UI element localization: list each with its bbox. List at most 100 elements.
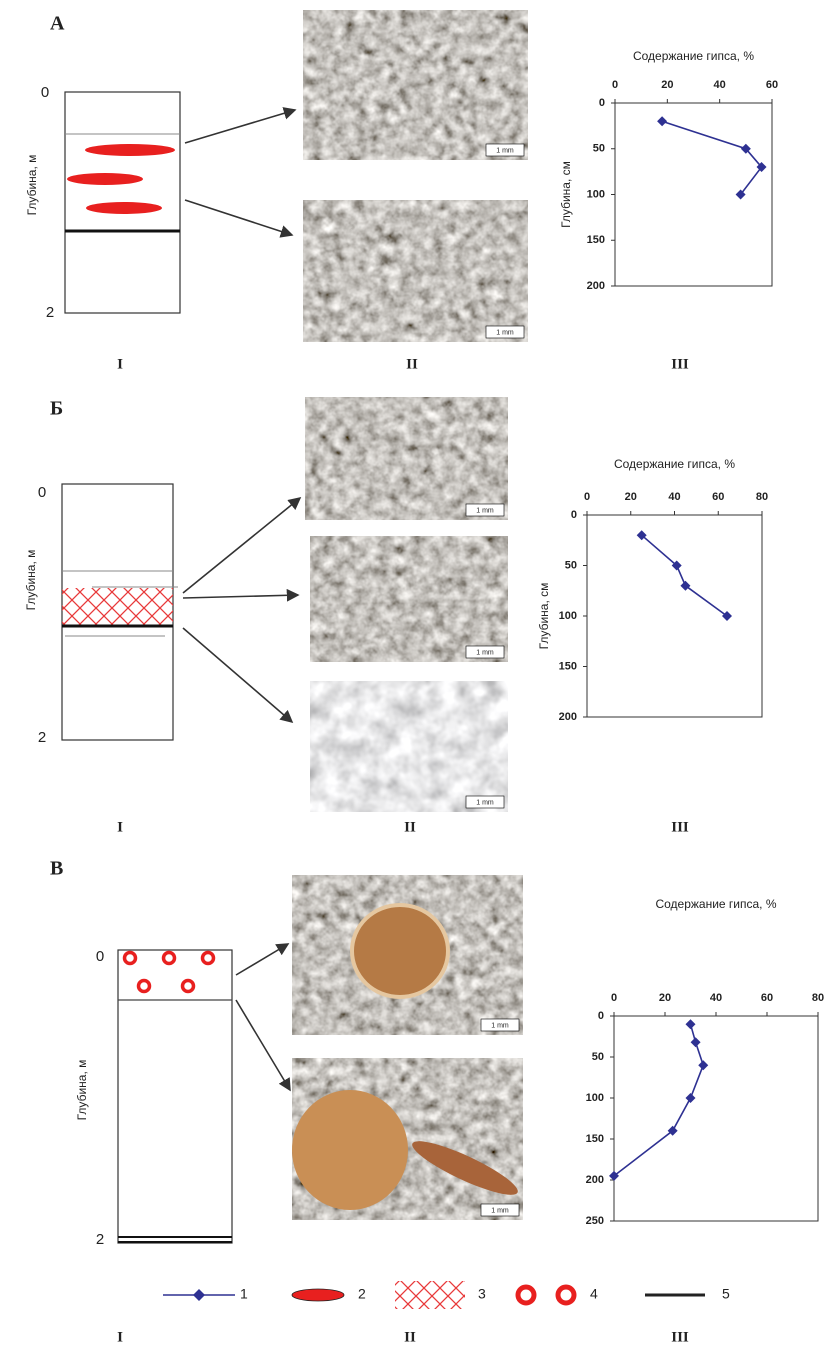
x-tick-label: 20 [661, 79, 673, 91]
arrow [236, 1000, 290, 1090]
plot-frame [587, 515, 762, 717]
nodule-image [352, 905, 448, 997]
micrograph [310, 681, 508, 812]
x-tick-label: 20 [625, 491, 637, 503]
data-line [642, 535, 727, 616]
column-label: I [117, 356, 123, 372]
depth-label: 2 [46, 304, 54, 321]
micrograph [303, 200, 528, 342]
chart-title: Содержание гипса, % [633, 49, 754, 63]
data-point [686, 1019, 696, 1029]
depth-label: 2 [38, 729, 46, 746]
y-tick-label: 200 [586, 1174, 604, 1186]
nodule-image [292, 1090, 408, 1210]
x-tick-label: 20 [659, 992, 671, 1004]
x-tick-label: 60 [761, 992, 773, 1004]
y-axis-label: Глубина, см [559, 161, 573, 228]
column-label: III [671, 356, 689, 372]
x-tick-label: 80 [812, 992, 824, 1004]
legend-label: 4 [590, 1286, 598, 1302]
y-tick-label: 100 [559, 610, 577, 622]
gypsum-lens [67, 173, 143, 185]
scale-bar-label: 1 mm [491, 1022, 509, 1029]
x-tick-label: 40 [714, 79, 726, 91]
depth-label: 0 [96, 948, 104, 965]
legend-nodule [518, 1287, 534, 1303]
gypsum-hatch [62, 588, 173, 625]
chart-title: Содержание гипса, % [655, 897, 776, 911]
column-label: II [404, 819, 416, 835]
scale-bar-label: 1 mm [496, 147, 514, 154]
legend-lens [292, 1289, 344, 1301]
chart-title: Содержание гипса, % [614, 457, 735, 471]
arrow [236, 944, 288, 975]
scale-bar-label: 1 mm [476, 649, 494, 656]
y-tick-label: 100 [587, 188, 605, 200]
legend-hatch [395, 1281, 465, 1309]
figure: А02Глубина, м1 mm1 mmIIIIIIСодержание ги… [0, 0, 825, 1351]
column-label: I [117, 819, 123, 835]
legend-nodule [558, 1287, 574, 1303]
data-point [657, 116, 667, 126]
gypsum-lens [85, 144, 175, 156]
x-tick-label: 0 [612, 79, 618, 91]
x-tick-label: 40 [710, 992, 722, 1004]
arrow [183, 628, 292, 722]
soil-column [118, 950, 232, 1243]
column-label: II [406, 356, 418, 372]
x-tick-label: 0 [584, 491, 590, 503]
y-tick-label: 0 [598, 1010, 604, 1022]
depth-label: 0 [38, 484, 46, 501]
column-label: III [671, 819, 689, 835]
scale-bar-label: 1 mm [476, 507, 494, 514]
arrow [185, 200, 292, 235]
scale-bar-label: 1 mm [476, 799, 494, 806]
y-tick-label: 250 [586, 1215, 604, 1227]
y-tick-label: 100 [586, 1092, 604, 1104]
plot-frame [615, 103, 772, 286]
column-label: II [404, 1329, 416, 1345]
y-tick-label: 0 [571, 509, 577, 521]
column-label: III [671, 1329, 689, 1345]
y-tick-label: 50 [593, 143, 605, 155]
legend-label: 1 [240, 1286, 248, 1302]
depth-label: 0 [41, 84, 49, 101]
arrow [183, 498, 300, 593]
data-line [662, 121, 761, 194]
x-tick-label: 80 [756, 491, 768, 503]
y-tick-label: 50 [592, 1051, 604, 1063]
y-tick-label: 200 [587, 280, 605, 292]
scale-bar-label: 1 mm [496, 329, 514, 336]
micrograph [303, 10, 528, 160]
scale-bar-label: 1 mm [491, 1207, 509, 1214]
micrograph [305, 397, 508, 520]
legend-label: 2 [358, 1286, 366, 1302]
depth-axis-label: Глубина, м [75, 1060, 89, 1121]
legend-label: 5 [722, 1286, 730, 1302]
x-tick-label: 0 [611, 992, 617, 1004]
plot-frame [614, 1016, 818, 1221]
arrow [183, 595, 298, 598]
y-tick-label: 200 [559, 711, 577, 723]
data-point [686, 1093, 696, 1103]
legend-diamond [193, 1289, 205, 1301]
depth-axis-label: Глубина, м [24, 550, 38, 611]
data-point [698, 1060, 708, 1070]
panel-letter: А [50, 13, 65, 35]
legend-label: 3 [478, 1286, 486, 1302]
data-point [691, 1037, 701, 1047]
x-tick-label: 40 [668, 491, 680, 503]
depth-label: 2 [96, 1231, 104, 1248]
arrow [185, 110, 295, 143]
y-tick-label: 150 [586, 1133, 604, 1145]
panel-letter: Б [50, 398, 63, 420]
y-tick-label: 150 [559, 660, 577, 672]
gypsum-lens [86, 202, 162, 214]
depth-axis-label: Глубина, м [25, 155, 39, 216]
panel-letter: В [50, 858, 63, 880]
y-tick-label: 0 [599, 97, 605, 109]
x-tick-label: 60 [766, 79, 778, 91]
y-tick-label: 50 [565, 559, 577, 571]
y-axis-label: Глубина, см [537, 583, 551, 650]
y-tick-label: 150 [587, 234, 605, 246]
